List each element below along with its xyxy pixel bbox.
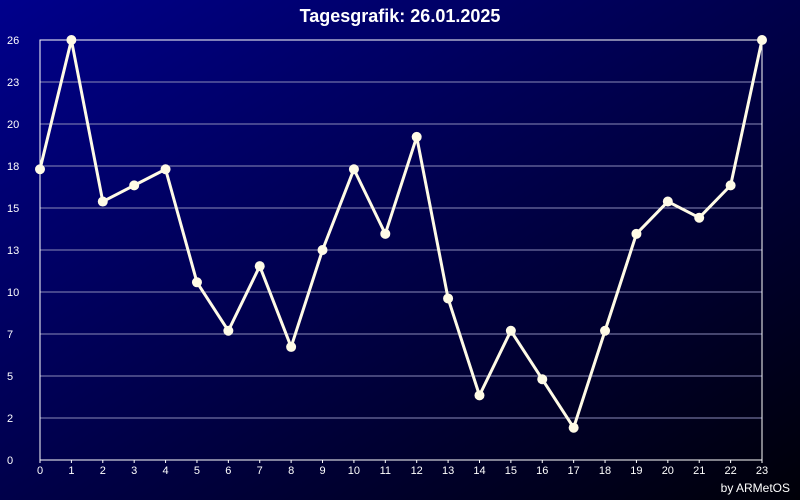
data-point: [600, 325, 611, 336]
data-point: [411, 131, 422, 142]
x-tick-label: 1: [68, 465, 74, 477]
data-point: [568, 422, 579, 433]
x-tick-label: 16: [536, 465, 548, 477]
data-point: [191, 277, 202, 288]
plot-frame: [39, 39, 763, 461]
x-tick-label: 13: [442, 465, 454, 477]
data-point: [380, 228, 391, 239]
data-point: [725, 180, 736, 191]
x-tick-label: 8: [288, 465, 294, 477]
data-point: [537, 374, 548, 385]
data-point: [694, 212, 705, 223]
x-tick-label: 23: [756, 465, 768, 477]
x-tick-label: 14: [473, 465, 485, 477]
data-point: [474, 390, 485, 401]
y-tick-label: 18: [7, 161, 19, 173]
y-tick-label: 5: [7, 371, 13, 383]
data-point: [254, 261, 265, 272]
y-tick-label: 13: [7, 245, 19, 257]
x-tick-label: 0: [37, 465, 43, 477]
y-tick-label: 23: [7, 77, 19, 89]
x-tick-label: 7: [257, 465, 263, 477]
data-point: [66, 35, 77, 45]
y-tick-label: 10: [7, 287, 19, 299]
data-point: [129, 180, 140, 191]
x-tick-label: 11: [380, 465, 391, 477]
x-tick-label: 6: [225, 465, 231, 477]
x-tick-label: 20: [662, 465, 674, 477]
x-tick-label: 12: [411, 465, 423, 477]
y-tick-label: 26: [7, 35, 19, 47]
x-tick-label: 22: [724, 465, 736, 477]
x-tick-label: 2: [100, 465, 106, 477]
data-point: [97, 196, 108, 207]
y-tick-label: 7: [7, 329, 13, 341]
y-tick-label: 20: [7, 119, 19, 131]
data-point: [631, 228, 642, 239]
x-tick-label: 5: [194, 465, 200, 477]
data-point: [505, 325, 516, 336]
data-point: [443, 293, 454, 304]
x-tick-label: 3: [131, 465, 137, 477]
y-tick-label: 2: [7, 413, 13, 425]
x-tick-label: 15: [505, 465, 517, 477]
data-point: [348, 164, 359, 175]
x-tick-label: 17: [568, 465, 580, 477]
x-tick-label: 19: [630, 465, 642, 477]
data-point: [160, 164, 171, 175]
data-point: [662, 196, 673, 207]
x-tick-label: 9: [319, 465, 325, 477]
data-point: [757, 35, 767, 45]
data-line: [38, 38, 764, 430]
data-point: [223, 325, 234, 336]
y-tick-label: 0: [7, 455, 13, 467]
data-point: [35, 164, 45, 175]
x-tick-label: 18: [599, 465, 611, 477]
x-tick-label: 4: [163, 465, 169, 477]
chart-title: Tagesgrafik: 26.01.2025: [300, 6, 501, 26]
credit: by ARMetOS: [721, 481, 790, 495]
x-tick-label: 21: [693, 465, 705, 477]
data-point: [286, 341, 297, 352]
data-point: [317, 245, 328, 255]
y-tick-label: 15: [7, 203, 19, 215]
x-tick-label: 10: [348, 465, 360, 477]
